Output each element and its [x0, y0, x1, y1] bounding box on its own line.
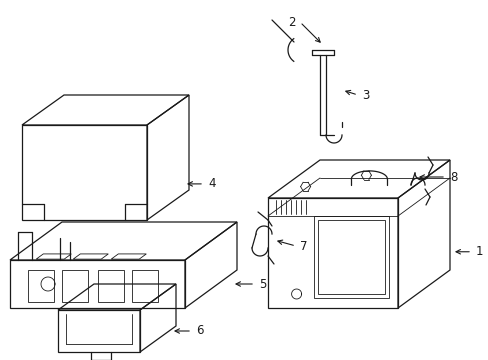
Bar [98, 270, 124, 302]
Bar [62, 270, 88, 302]
Text: 4: 4 [207, 177, 215, 190]
Text: 2: 2 [288, 15, 295, 28]
Text: 7: 7 [299, 239, 307, 252]
Bar [132, 270, 158, 302]
Text: 5: 5 [259, 278, 266, 291]
Text: 6: 6 [196, 324, 203, 338]
Text: 3: 3 [361, 89, 368, 102]
Bar [28, 270, 54, 302]
Text: 1: 1 [475, 245, 483, 258]
Text: 8: 8 [449, 171, 456, 184]
